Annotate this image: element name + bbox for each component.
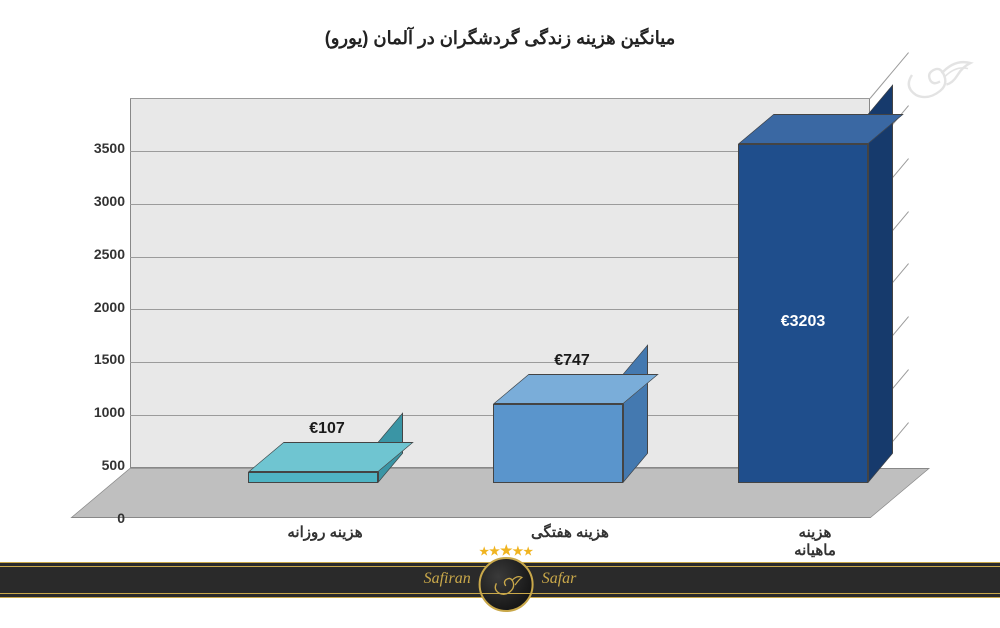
- brand-banner-center: Safiran ★★★★★ Safar: [424, 545, 577, 612]
- x-tick-label: هزینه هفتگی: [531, 523, 609, 541]
- y-tick-label: 2500: [94, 246, 125, 262]
- bar: [248, 472, 378, 483]
- bar-front: [248, 472, 378, 483]
- y-tick-label: 3000: [94, 193, 125, 209]
- brand-name-left: Safiran: [424, 570, 471, 588]
- y-tick-label: 3500: [94, 140, 125, 156]
- chart-area: 0 500 1000 1500 2000 2500 3000 3500 هزینه روزان…: [70, 98, 930, 538]
- x-tick-label: هزینه ماهیانه: [788, 523, 843, 559]
- y-axis: 0500100015002000250030003500: [70, 98, 125, 518]
- bar: [493, 404, 623, 483]
- bar-value-label: €3203: [781, 313, 826, 331]
- y-tick-label: 0: [117, 510, 125, 526]
- chart-title: میانگین هزینه زندگی گردشگران در آلمان (ی…: [0, 28, 1000, 49]
- plot-3d: 0 500 1000 1500 2000 2500 3000 3500 هزینه روزان…: [70, 98, 930, 538]
- y-tick-label: 500: [102, 457, 125, 473]
- x-tick-label: هزینه روزانه: [287, 523, 362, 541]
- brand-name-right: Safar: [542, 570, 577, 588]
- brand-banner: Safiran ★★★★★ Safar: [0, 562, 1000, 598]
- rating-stars-icon: ★★★★★: [479, 545, 533, 559]
- brand-circle-logo: ★★★★★: [479, 557, 534, 612]
- y-tick-label: 1500: [94, 351, 125, 367]
- bar-side: [868, 85, 893, 483]
- y-tick-label: 2000: [94, 299, 125, 315]
- gridline: [130, 98, 870, 99]
- bar-value-label: €107: [309, 420, 345, 438]
- y-tick-label: 1000: [94, 404, 125, 420]
- bar-front: [493, 404, 623, 483]
- bar-value-label: €747: [554, 352, 590, 370]
